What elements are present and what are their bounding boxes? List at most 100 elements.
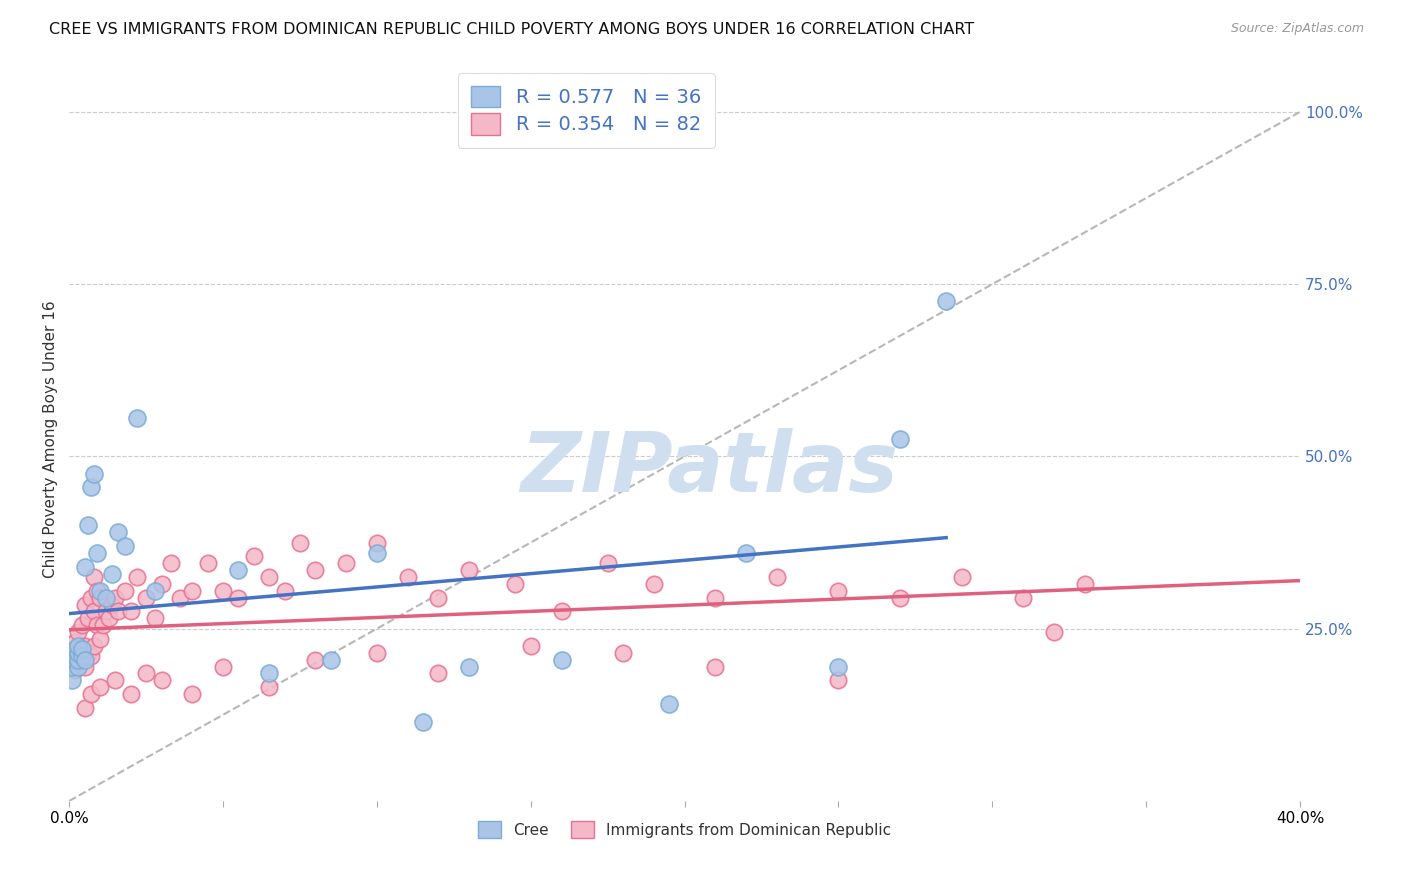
Point [935, 294, 957, 309]
Point [104, 673, 127, 688]
Point [96, 591, 118, 605]
Point [104, 591, 127, 605]
Point [550, 653, 572, 667]
Point [114, 539, 136, 553]
Point [704, 659, 727, 673]
Point [520, 639, 543, 653]
Point [135, 666, 157, 681]
Point [70, 642, 93, 657]
Point [458, 659, 481, 673]
Point [120, 604, 142, 618]
Point [243, 549, 266, 564]
Point [70, 649, 93, 664]
Point [889, 432, 911, 446]
Point [658, 698, 681, 712]
Point [304, 653, 326, 667]
Point [67, 625, 90, 640]
Point [89, 591, 111, 605]
Point [257, 666, 280, 681]
Point [107, 604, 129, 618]
Y-axis label: Child Poverty Among Boys Under 16: Child Poverty Among Boys Under 16 [44, 301, 58, 578]
Point [125, 570, 148, 584]
Point [145, 611, 167, 625]
Point [83, 604, 105, 618]
Point [288, 535, 311, 549]
Point [65, 642, 87, 657]
Point [120, 687, 142, 701]
Point [67, 646, 90, 660]
Point [70, 618, 93, 632]
Text: Source: ZipAtlas.com: Source: ZipAtlas.com [1230, 22, 1364, 36]
Point [65, 635, 87, 649]
Point [228, 591, 250, 605]
Point [212, 583, 235, 598]
Point [60, 659, 83, 673]
Point [89, 680, 111, 694]
Point [1012, 591, 1035, 605]
Point [273, 583, 295, 598]
Point [67, 656, 90, 670]
Legend: Cree, Immigrants from Dominican Republic: Cree, Immigrants from Dominican Republic [471, 815, 897, 844]
Point [86, 546, 108, 560]
Point [550, 604, 572, 618]
Point [107, 525, 129, 540]
Point [70, 653, 93, 667]
Point [319, 653, 342, 667]
Point [125, 411, 148, 425]
Point [76, 646, 98, 660]
Point [427, 666, 450, 681]
Point [145, 583, 167, 598]
Point [67, 639, 90, 653]
Point [596, 556, 619, 570]
Point [335, 556, 357, 570]
Point [101, 598, 124, 612]
Point [73, 559, 96, 574]
Point [950, 570, 973, 584]
Point [65, 646, 87, 660]
Point [150, 673, 173, 688]
Point [60, 659, 83, 673]
Point [60, 653, 83, 667]
Point [212, 659, 235, 673]
Point [76, 611, 98, 625]
Point [412, 714, 434, 729]
Point [766, 570, 789, 584]
Point [735, 546, 758, 560]
Point [612, 646, 634, 660]
Point [304, 563, 326, 577]
Point [65, 649, 87, 664]
Point [181, 583, 204, 598]
Point [228, 563, 250, 577]
Point [80, 687, 103, 701]
Point [827, 659, 849, 673]
Point [83, 639, 105, 653]
Point [76, 518, 98, 533]
Point [704, 591, 727, 605]
Point [65, 653, 87, 667]
Point [80, 480, 103, 494]
Point [83, 467, 105, 481]
Point [73, 598, 96, 612]
Point [96, 604, 118, 618]
Point [91, 618, 114, 632]
Point [73, 639, 96, 653]
Point [458, 563, 481, 577]
Point [396, 570, 419, 584]
Point [114, 583, 136, 598]
Point [257, 680, 280, 694]
Point [181, 687, 204, 701]
Point [257, 570, 280, 584]
Point [70, 646, 93, 660]
Point [135, 591, 157, 605]
Point [73, 659, 96, 673]
Point [505, 577, 527, 591]
Point [65, 663, 87, 677]
Point [1043, 625, 1066, 640]
Point [73, 701, 96, 715]
Point [827, 583, 849, 598]
Point [80, 591, 103, 605]
Point [169, 591, 191, 605]
Point [101, 566, 124, 581]
Point [67, 659, 90, 673]
Point [827, 673, 849, 688]
